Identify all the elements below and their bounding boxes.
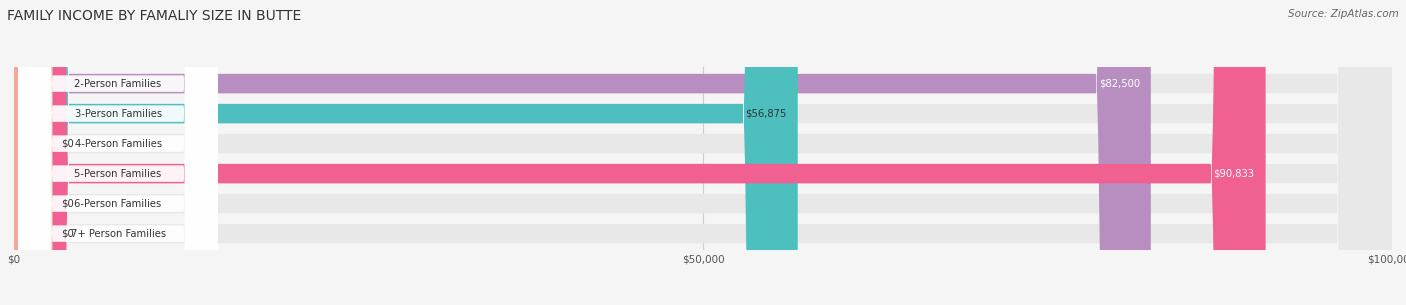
FancyBboxPatch shape [14, 0, 52, 305]
FancyBboxPatch shape [14, 0, 1152, 305]
FancyBboxPatch shape [18, 0, 218, 305]
Text: 3-Person Families: 3-Person Families [75, 109, 162, 119]
Text: $0: $0 [60, 138, 73, 149]
FancyBboxPatch shape [18, 0, 218, 305]
Text: 4-Person Families: 4-Person Families [75, 138, 162, 149]
FancyBboxPatch shape [18, 0, 218, 305]
FancyBboxPatch shape [14, 0, 1392, 305]
FancyBboxPatch shape [14, 0, 1392, 305]
Text: 5-Person Families: 5-Person Families [75, 169, 162, 179]
FancyBboxPatch shape [14, 0, 52, 305]
FancyBboxPatch shape [14, 0, 1392, 305]
FancyBboxPatch shape [14, 0, 1265, 305]
Text: 7+ Person Families: 7+ Person Families [70, 229, 166, 239]
Text: 6-Person Families: 6-Person Families [75, 199, 162, 209]
Text: 2-Person Families: 2-Person Families [75, 79, 162, 88]
FancyBboxPatch shape [14, 0, 797, 305]
Text: $0: $0 [60, 229, 73, 239]
Text: FAMILY INCOME BY FAMALIY SIZE IN BUTTE: FAMILY INCOME BY FAMALIY SIZE IN BUTTE [7, 9, 301, 23]
Text: Source: ZipAtlas.com: Source: ZipAtlas.com [1288, 9, 1399, 19]
Text: $56,875: $56,875 [745, 109, 787, 119]
Text: $0: $0 [60, 199, 73, 209]
FancyBboxPatch shape [14, 0, 52, 305]
FancyBboxPatch shape [18, 0, 218, 305]
Text: $82,500: $82,500 [1098, 79, 1140, 88]
Text: $90,833: $90,833 [1213, 169, 1254, 179]
FancyBboxPatch shape [14, 0, 1392, 305]
FancyBboxPatch shape [18, 0, 218, 305]
FancyBboxPatch shape [18, 0, 218, 305]
FancyBboxPatch shape [14, 0, 1392, 305]
FancyBboxPatch shape [14, 0, 1392, 305]
